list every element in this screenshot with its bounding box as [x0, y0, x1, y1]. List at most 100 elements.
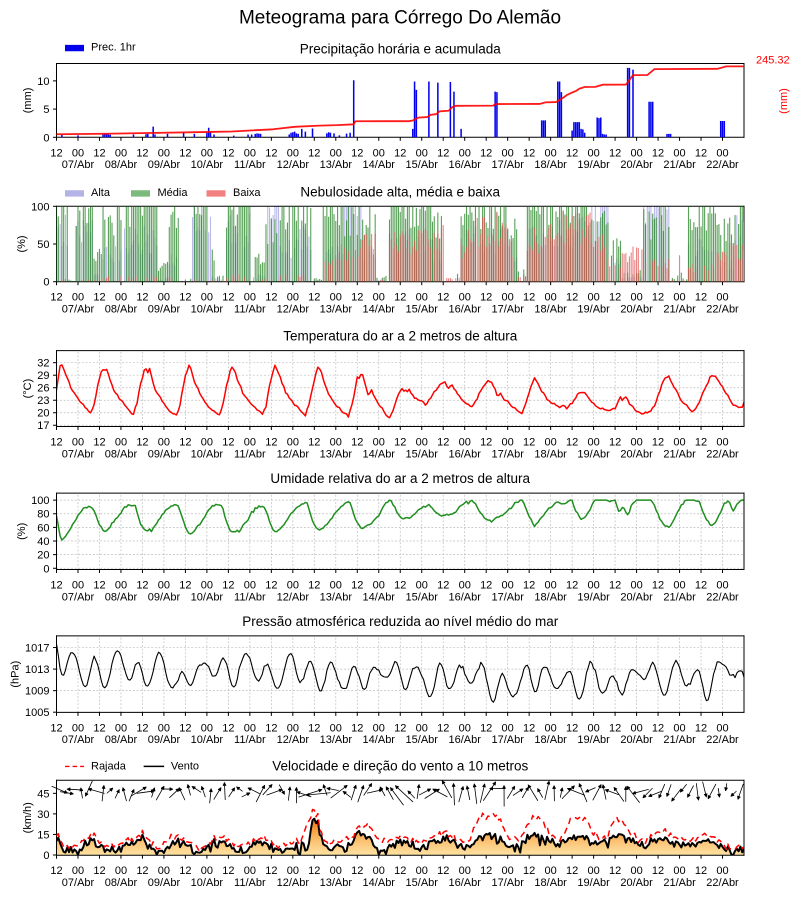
svg-text:12: 12: [609, 865, 621, 877]
svg-text:12: 12: [566, 865, 578, 877]
svg-text:Prec. 1hr: Prec. 1hr: [91, 42, 136, 54]
svg-text:Rajada: Rajada: [91, 760, 127, 772]
svg-text:0: 0: [43, 277, 49, 289]
svg-text:00: 00: [115, 722, 127, 734]
svg-text:12: 12: [480, 292, 492, 304]
svg-text:12/Abr: 12/Abr: [277, 304, 310, 316]
svg-text:12: 12: [695, 722, 707, 734]
svg-text:00: 00: [72, 436, 84, 448]
svg-text:00: 00: [287, 147, 299, 159]
svg-text:19/Abr: 19/Abr: [577, 304, 610, 316]
svg-text:00: 00: [630, 722, 642, 734]
svg-text:12: 12: [93, 865, 105, 877]
svg-text:11/Abr: 11/Abr: [234, 159, 266, 171]
svg-text:16/Abr: 16/Abr: [448, 877, 481, 889]
svg-text:18/Abr: 18/Abr: [534, 304, 567, 316]
svg-text:100: 100: [31, 201, 49, 213]
svg-text:00: 00: [630, 147, 642, 159]
svg-text:Nebulosidade alta, média e bai: Nebulosidade alta, média e baixa: [300, 184, 500, 199]
svg-text:00: 00: [330, 579, 342, 591]
svg-text:12: 12: [523, 436, 535, 448]
svg-text:00: 00: [545, 722, 557, 734]
svg-text:12: 12: [179, 292, 191, 304]
svg-text:12: 12: [222, 292, 234, 304]
svg-text:16/Abr: 16/Abr: [448, 591, 481, 603]
svg-text:12: 12: [308, 436, 320, 448]
svg-text:12: 12: [437, 865, 449, 877]
svg-text:00: 00: [201, 436, 213, 448]
svg-text:00: 00: [201, 579, 213, 591]
svg-text:09/Abr: 09/Abr: [148, 448, 181, 460]
svg-text:20/Abr: 20/Abr: [620, 734, 653, 746]
svg-text:12: 12: [351, 722, 363, 734]
svg-text:12/Abr: 12/Abr: [277, 448, 310, 460]
svg-text:22/Abr: 22/Abr: [706, 304, 739, 316]
svg-text:12: 12: [136, 579, 148, 591]
svg-text:10/Abr: 10/Abr: [191, 304, 224, 316]
svg-text:00: 00: [115, 579, 127, 591]
svg-text:12: 12: [480, 865, 492, 877]
svg-text:(mm): (mm): [778, 88, 790, 114]
svg-text:07/Abr: 07/Abr: [62, 304, 95, 316]
svg-text:12: 12: [351, 292, 363, 304]
svg-text:12: 12: [136, 865, 148, 877]
svg-text:08/Abr: 08/Abr: [105, 159, 138, 171]
svg-text:00: 00: [416, 436, 428, 448]
svg-text:00: 00: [244, 865, 256, 877]
svg-text:00: 00: [330, 722, 342, 734]
svg-text:11/Abr: 11/Abr: [234, 304, 266, 316]
svg-text:08/Abr: 08/Abr: [105, 591, 138, 603]
svg-text:12: 12: [609, 579, 621, 591]
svg-text:12: 12: [136, 147, 148, 159]
svg-text:00: 00: [373, 436, 385, 448]
svg-text:(km/h): (km/h): [22, 802, 34, 833]
svg-text:00: 00: [287, 292, 299, 304]
svg-text:13/Abr: 13/Abr: [320, 448, 353, 460]
svg-text:00: 00: [673, 865, 685, 877]
svg-text:12: 12: [394, 579, 406, 591]
svg-text:12: 12: [437, 436, 449, 448]
svg-text:12: 12: [652, 722, 664, 734]
svg-text:00: 00: [201, 722, 213, 734]
svg-text:08/Abr: 08/Abr: [105, 304, 138, 316]
svg-text:00: 00: [416, 865, 428, 877]
svg-text:12: 12: [695, 292, 707, 304]
svg-text:21/Abr: 21/Abr: [663, 159, 696, 171]
svg-text:18/Abr: 18/Abr: [534, 448, 567, 460]
svg-text:12: 12: [523, 579, 535, 591]
svg-text:00: 00: [630, 436, 642, 448]
svg-text:12: 12: [50, 292, 62, 304]
svg-text:12: 12: [480, 722, 492, 734]
svg-text:12: 12: [394, 147, 406, 159]
svg-text:17/Abr: 17/Abr: [491, 448, 524, 460]
svg-text:00: 00: [244, 147, 256, 159]
svg-text:11/Abr: 11/Abr: [234, 591, 266, 603]
svg-text:17/Abr: 17/Abr: [491, 159, 524, 171]
svg-text:00: 00: [545, 147, 557, 159]
svg-text:18/Abr: 18/Abr: [534, 591, 567, 603]
svg-text:12: 12: [308, 147, 320, 159]
svg-text:00: 00: [587, 579, 599, 591]
svg-text:09/Abr: 09/Abr: [148, 304, 181, 316]
svg-text:00: 00: [673, 722, 685, 734]
svg-text:12: 12: [308, 865, 320, 877]
svg-text:19/Abr: 19/Abr: [577, 159, 610, 171]
svg-text:12: 12: [437, 722, 449, 734]
svg-text:00: 00: [502, 436, 514, 448]
svg-text:00: 00: [244, 436, 256, 448]
svg-text:12: 12: [523, 292, 535, 304]
svg-text:12: 12: [609, 436, 621, 448]
svg-text:12: 12: [523, 722, 535, 734]
svg-text:12: 12: [652, 147, 664, 159]
svg-text:12: 12: [566, 722, 578, 734]
svg-text:16/Abr: 16/Abr: [448, 734, 481, 746]
svg-text:15: 15: [37, 829, 49, 841]
svg-text:20/Abr: 20/Abr: [620, 877, 653, 889]
svg-text:22/Abr: 22/Abr: [706, 448, 739, 460]
svg-text:30: 30: [37, 809, 49, 821]
svg-text:07/Abr: 07/Abr: [62, 877, 95, 889]
svg-text:20: 20: [37, 550, 49, 562]
svg-text:00: 00: [201, 865, 213, 877]
svg-text:22/Abr: 22/Abr: [706, 877, 739, 889]
svg-text:12: 12: [695, 579, 707, 591]
